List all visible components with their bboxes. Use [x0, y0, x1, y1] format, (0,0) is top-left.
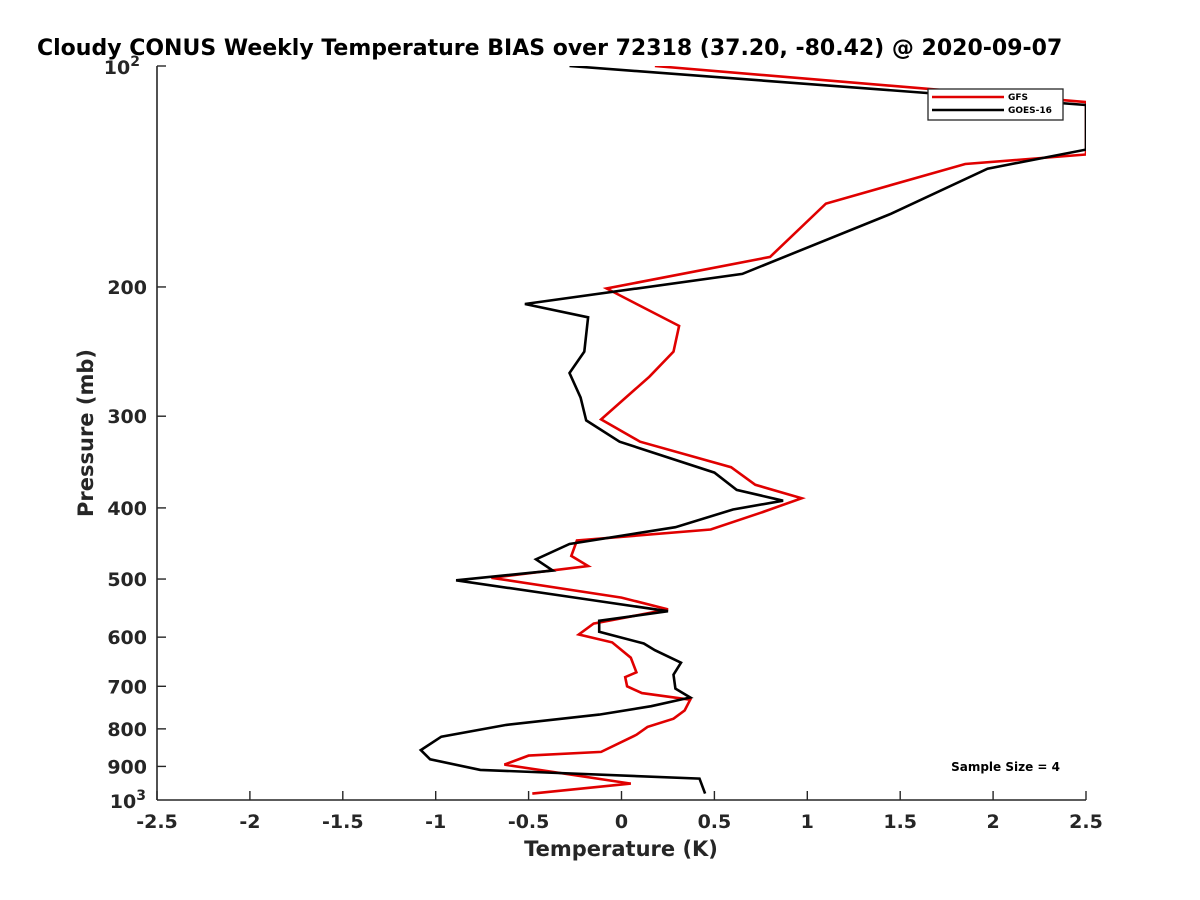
y-tick-label: 500	[107, 569, 147, 591]
x-axis-label: Temperature (K)	[524, 837, 718, 861]
legend-label-gfs: GFS	[1008, 93, 1028, 103]
y-top-tick-base: 10	[104, 57, 130, 79]
axes	[156, 65, 1087, 801]
y-top-tick-label: 102	[104, 54, 140, 79]
y-top-tick-exp: 2	[130, 54, 140, 70]
y-tick-label: 700	[107, 676, 147, 698]
chart-title: Cloudy CONUS Weekly Temperature BIAS ove…	[37, 36, 1062, 61]
x-tick-label: -0.5	[508, 811, 550, 833]
y-tick-label: 200	[107, 277, 147, 299]
y-bottom-tick-exp: 3	[136, 788, 146, 804]
legend-box	[927, 88, 1064, 121]
legend-label-goes16: GOES-16	[1008, 106, 1052, 116]
y-tick-label: 300	[107, 406, 147, 428]
x-tick-labels: -2.5 -2 -1.5 -1 -0.5 0 0.5 1 1.5 2 2.5	[136, 811, 1103, 833]
y-bottom-tick-base: 10	[110, 791, 136, 813]
y-tick-label: 600	[107, 627, 147, 649]
y-tick-labels: 200 300 400 500 600 700 800 900	[107, 277, 147, 778]
legend: GFS GOES-16	[927, 88, 1064, 121]
x-tick-label: 0.5	[698, 811, 732, 833]
x-tick-label: -1	[425, 811, 446, 833]
x-tick-label: -2	[239, 811, 260, 833]
series-line-gfs	[491, 66, 1086, 795]
y-axis-label: Pressure (mb)	[74, 349, 98, 517]
x-tick-label: 1	[801, 811, 814, 833]
x-tick-label: -1.5	[322, 811, 364, 833]
y-tick-label: 800	[107, 719, 147, 741]
series-group	[418, 66, 1086, 795]
sample-size-annotation: Sample Size = 4	[951, 760, 1060, 774]
y-tick-label: 900	[107, 756, 147, 778]
x-tick-label: 0	[615, 811, 628, 833]
series-line-goes16	[418, 66, 1086, 795]
y-bottom-tick-label: 103	[110, 788, 146, 813]
x-tick-label: 2	[986, 811, 999, 833]
x-tick-label: 1.5	[883, 811, 917, 833]
x-tick-label: -2.5	[136, 811, 178, 833]
x-tick-label: 2.5	[1069, 811, 1103, 833]
y-tick-label: 400	[107, 498, 147, 520]
